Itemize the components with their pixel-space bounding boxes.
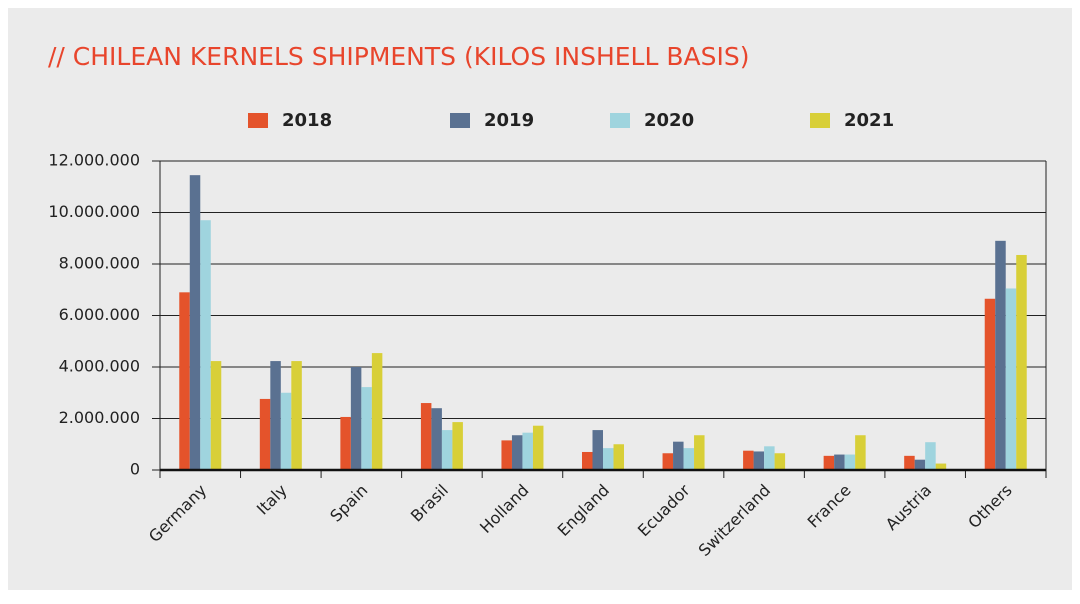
bar bbox=[522, 432, 533, 470]
bar bbox=[764, 446, 775, 470]
y-tick-label: 10.000.000 bbox=[48, 202, 140, 221]
bar bbox=[340, 416, 351, 470]
legend-swatch bbox=[610, 113, 630, 128]
bar bbox=[925, 442, 936, 470]
bar bbox=[420, 403, 432, 470]
y-tick-label: 12.000.000 bbox=[48, 151, 140, 170]
bar bbox=[743, 450, 754, 470]
bar bbox=[452, 422, 463, 470]
bar bbox=[683, 448, 695, 470]
bar bbox=[984, 298, 996, 470]
bar bbox=[823, 455, 835, 470]
bar bbox=[350, 367, 362, 470]
bar bbox=[532, 425, 544, 470]
bar bbox=[753, 451, 765, 470]
bar bbox=[291, 361, 302, 470]
bar bbox=[935, 463, 947, 470]
bar bbox=[694, 435, 705, 470]
bar bbox=[995, 240, 1006, 470]
y-tick-label: 0 bbox=[130, 460, 140, 479]
bar bbox=[855, 435, 866, 470]
bar bbox=[270, 361, 281, 470]
legend-label: 2018 bbox=[282, 110, 332, 131]
chart-title: // CHILEAN KERNELS SHIPMENTS (KILOS INSH… bbox=[48, 42, 749, 71]
bar bbox=[592, 430, 603, 470]
bar bbox=[904, 455, 915, 470]
bar bbox=[662, 453, 674, 470]
legend-swatch bbox=[450, 113, 470, 128]
bar bbox=[603, 448, 614, 470]
bar bbox=[361, 387, 372, 470]
bar bbox=[511, 435, 523, 470]
bar bbox=[210, 361, 222, 470]
y-tick-label: 2.000.000 bbox=[59, 408, 140, 427]
legend-swatch bbox=[810, 113, 830, 128]
y-tick-label: 8.000.000 bbox=[59, 254, 140, 273]
bar bbox=[371, 353, 383, 470]
bar bbox=[280, 392, 292, 470]
y-tick-label: 6.000.000 bbox=[59, 305, 140, 324]
y-tick-label: 4.000.000 bbox=[59, 357, 140, 376]
bar bbox=[431, 408, 442, 470]
legend-swatch bbox=[248, 113, 268, 128]
bar bbox=[613, 444, 624, 470]
bar bbox=[582, 451, 593, 470]
bar bbox=[1005, 288, 1017, 470]
bar bbox=[200, 220, 211, 470]
bar bbox=[179, 292, 190, 470]
bar bbox=[673, 441, 684, 470]
legend-label: 2019 bbox=[484, 110, 534, 131]
bar bbox=[844, 454, 856, 470]
bar bbox=[501, 440, 512, 470]
bar bbox=[259, 398, 271, 470]
bar bbox=[914, 459, 926, 470]
bar bbox=[1016, 254, 1027, 470]
legend-label: 2021 bbox=[844, 110, 894, 131]
legend-label: 2020 bbox=[644, 110, 694, 131]
bar bbox=[189, 175, 201, 470]
bar bbox=[774, 453, 786, 470]
bar bbox=[834, 454, 845, 470]
bar bbox=[441, 430, 453, 470]
